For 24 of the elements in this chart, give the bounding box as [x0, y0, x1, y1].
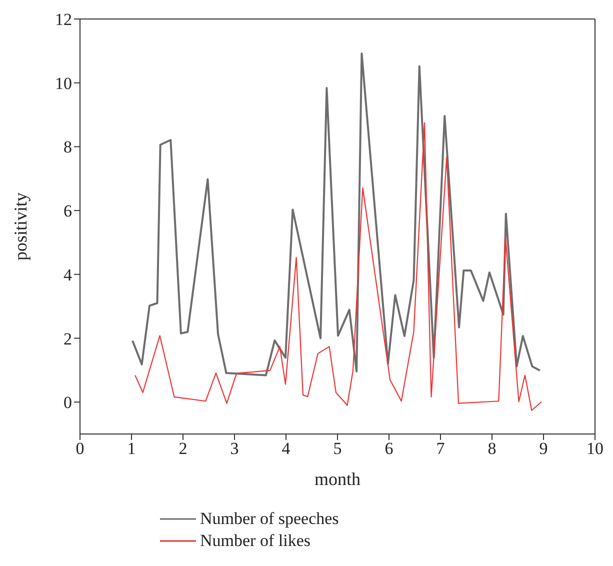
x-tick-label: 4 [282, 439, 291, 458]
y-tick-label: 6 [64, 202, 72, 221]
x-tick-label: 0 [76, 439, 84, 458]
legend-label: Number of speeches [200, 509, 339, 529]
y-tick-label: 0 [64, 393, 72, 412]
x-tick-label: 1 [127, 439, 136, 458]
y-axis-title: positivity [10, 192, 30, 261]
x-tick-label: 2 [178, 439, 188, 458]
y-tick-label: 10 [55, 74, 72, 93]
y-tick-label: 4 [64, 265, 72, 284]
x-tick-label: 7 [436, 439, 446, 458]
x-tick-label: 5 [333, 439, 342, 458]
x-tick-label: 8 [488, 439, 496, 458]
y-tick-label: 12 [55, 10, 72, 30]
x-tick-label: 10 [586, 439, 604, 458]
x-tick-label: 3 [230, 439, 239, 458]
legend-label: Number of likes [200, 531, 310, 551]
line-series [134, 122, 542, 411]
x-tick-label: 6 [384, 439, 394, 458]
x-axis-title: month [314, 469, 361, 489]
line-series [132, 52, 541, 376]
y-tick-label: 2 [64, 329, 72, 348]
x-tick-label: 9 [539, 439, 548, 458]
y-tick-label: 8 [64, 138, 72, 157]
